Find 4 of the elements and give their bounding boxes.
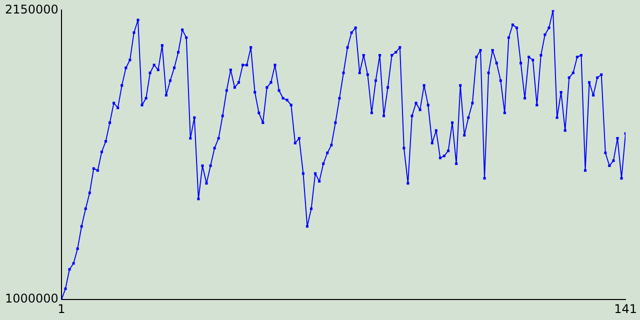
y-tick-label: 1000000 <box>4 292 58 306</box>
y-tick-label: 2150000 <box>4 2 58 16</box>
x-tick-label: 1 <box>58 302 66 316</box>
x-tick-label: 141 <box>614 302 637 316</box>
